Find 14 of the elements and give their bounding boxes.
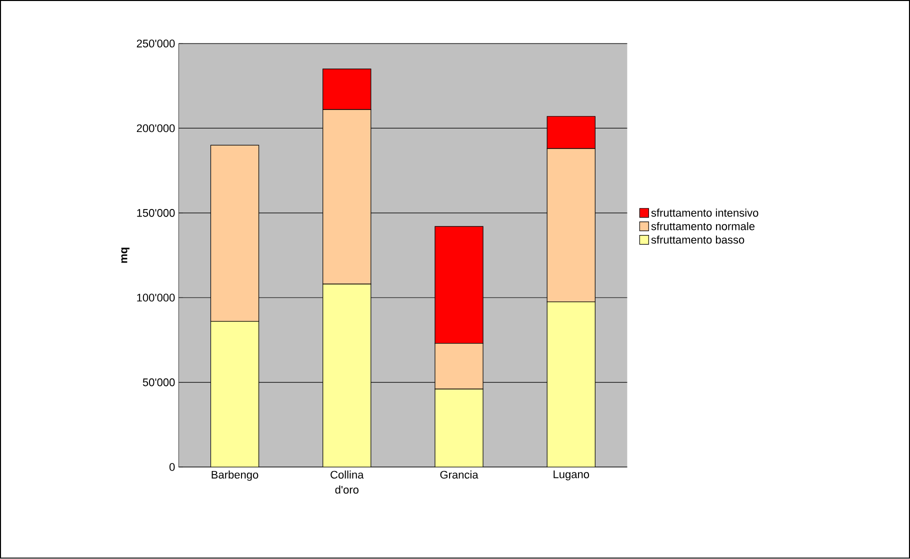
y-axis-title: mq <box>121 248 130 263</box>
y-tick-label: 150'000 <box>137 209 175 218</box>
y-tick-label: 250'000 <box>136 40 175 48</box>
y-tick-label: 100'000 <box>137 294 175 302</box>
y-tick-label: 200'000 <box>136 124 175 132</box>
legend-label: sfruttamento intensivo <box>651 208 758 217</box>
y-tick-label: 50'000 <box>142 378 175 386</box>
x-tick-label: Barbengo <box>212 470 258 481</box>
x-tick-label: Grancia <box>440 470 478 479</box>
y-tick-label: 0 <box>169 463 175 472</box>
x-tick-label: Lugano <box>554 470 590 481</box>
x-tick-label: Collina d'oro <box>330 470 364 494</box>
legend-label: sfruttamento basso <box>651 236 744 244</box>
legend-label: sfruttamento normale <box>651 222 755 230</box>
